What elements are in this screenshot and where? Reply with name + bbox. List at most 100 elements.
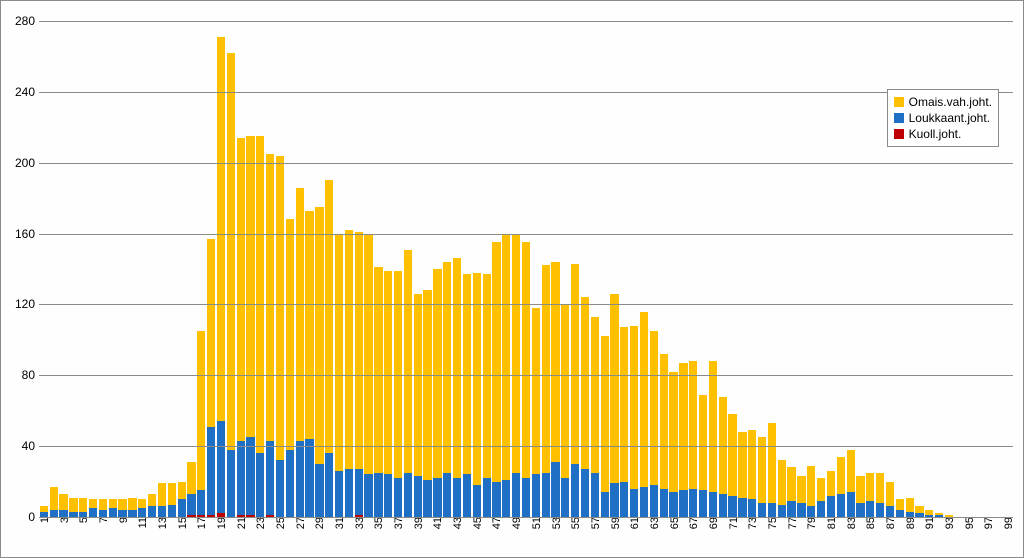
bar-segment-louk — [217, 421, 225, 513]
y-axis-label: 200 — [15, 156, 39, 170]
bar-stack — [522, 242, 530, 517]
bar-slot — [777, 21, 787, 517]
bar-stack — [896, 499, 904, 517]
bar-slot — [560, 21, 570, 517]
bar-stack — [325, 180, 333, 517]
bar-segment-louk — [237, 441, 245, 515]
x-axis-label: 69 — [706, 517, 720, 529]
bar-segment-louk — [128, 510, 136, 517]
bar-slot — [324, 21, 334, 517]
x-axis-label: 65 — [667, 517, 681, 529]
x-axis-label: 43 — [450, 517, 464, 529]
bar-stack — [847, 450, 855, 517]
bar-stack — [660, 354, 668, 517]
bar-slot: 23 — [255, 21, 265, 517]
bar-segment-omais — [650, 331, 658, 485]
legend-label: Kuoll.joht. — [909, 126, 962, 142]
y-axis-label: 120 — [15, 297, 39, 311]
bar-segment-louk — [817, 501, 825, 517]
bar-segment-louk — [797, 503, 805, 517]
bar-segment-omais — [266, 154, 274, 441]
x-axis-label: 17 — [194, 517, 208, 529]
bar-segment-louk — [227, 450, 235, 517]
bar-slot: 61 — [629, 21, 639, 517]
bar-slot — [600, 21, 610, 517]
bar-slot: 11 — [137, 21, 147, 517]
bar-slot: 35 — [374, 21, 384, 517]
bar-segment-omais — [551, 262, 559, 462]
bar-stack — [778, 460, 786, 517]
gridline — [39, 234, 1013, 235]
bar-slot: 41 — [433, 21, 443, 517]
x-axis-label: 53 — [549, 517, 563, 529]
bar-stack — [551, 262, 559, 517]
x-axis-label: 95 — [962, 517, 976, 529]
y-axis-label: 280 — [15, 14, 39, 28]
bar-segment-louk — [542, 473, 550, 517]
bar-slot: 57 — [590, 21, 600, 517]
bar-segment-omais — [148, 494, 156, 506]
bar-segment-omais — [896, 499, 904, 510]
bar-slot: 71 — [728, 21, 738, 517]
bar-segment-omais — [532, 308, 540, 475]
x-axis-label: 11 — [135, 517, 149, 528]
x-axis-label: 41 — [430, 517, 444, 529]
bar-slot: 27 — [295, 21, 305, 517]
bar-stack — [620, 327, 628, 517]
bar-segment-omais — [276, 156, 284, 461]
bar-segment-louk — [286, 450, 294, 517]
gridline — [39, 446, 1013, 447]
bar-stack — [227, 53, 235, 517]
bar-slot — [521, 21, 531, 517]
bar-segment-louk — [660, 489, 668, 517]
bar-stack — [492, 242, 500, 517]
bar-segment-omais — [502, 235, 510, 479]
bar-slot: 49 — [511, 21, 521, 517]
bar-segment-omais — [374, 267, 382, 472]
bar-slot — [187, 21, 197, 517]
bar-segment-omais — [79, 498, 87, 512]
bar-segment-louk — [827, 496, 835, 517]
bar-segment-omais — [59, 494, 67, 510]
bar-stack — [906, 498, 914, 517]
legend: Omais.vah.joht.Loukkaant.joht.Kuoll.joht… — [887, 89, 999, 147]
bar-segment-omais — [512, 234, 520, 473]
bar-segment-louk — [404, 473, 412, 517]
x-axis-label: 63 — [647, 517, 661, 529]
bar-segment-omais — [443, 262, 451, 473]
bar-segment-omais — [453, 258, 461, 478]
bar-segment-louk — [138, 508, 146, 517]
bar-slot: 19 — [216, 21, 226, 517]
bars-layer: 1357911131517192123252729313335373941434… — [39, 21, 1013, 517]
bar-stack — [296, 188, 304, 517]
legend-item: Kuoll.joht. — [894, 126, 992, 142]
bar-slot: 37 — [393, 21, 403, 517]
x-axis-label: 13 — [155, 517, 169, 529]
bar-segment-louk — [345, 469, 353, 517]
x-axis-label: 71 — [726, 517, 740, 529]
x-axis-label: 67 — [686, 517, 700, 529]
bar-slot: 1 — [39, 21, 49, 517]
bar-segment-louk — [483, 478, 491, 517]
bar-stack — [837, 457, 845, 517]
bar-segment-louk — [315, 464, 323, 517]
bar-segment-omais — [542, 265, 550, 472]
bar-stack — [69, 498, 77, 517]
bar-slot: 73 — [747, 21, 757, 517]
bar-segment-louk — [148, 506, 156, 517]
x-axis-label: 89 — [903, 517, 917, 529]
bar-segment-louk — [748, 499, 756, 517]
bar-segment-louk — [89, 508, 97, 517]
bar-slot — [718, 21, 728, 517]
bar-segment-louk — [99, 510, 107, 517]
bar-slot — [659, 21, 669, 517]
bar-segment-louk — [886, 506, 894, 517]
bar-stack — [148, 494, 156, 517]
bar-slot: 45 — [472, 21, 482, 517]
bar-slot: 39 — [413, 21, 423, 517]
gridline — [39, 517, 1013, 518]
bar-segment-omais — [315, 207, 323, 464]
bar-slot: 69 — [708, 21, 718, 517]
bar-segment-louk — [443, 473, 451, 517]
bar-segment-louk — [571, 464, 579, 517]
